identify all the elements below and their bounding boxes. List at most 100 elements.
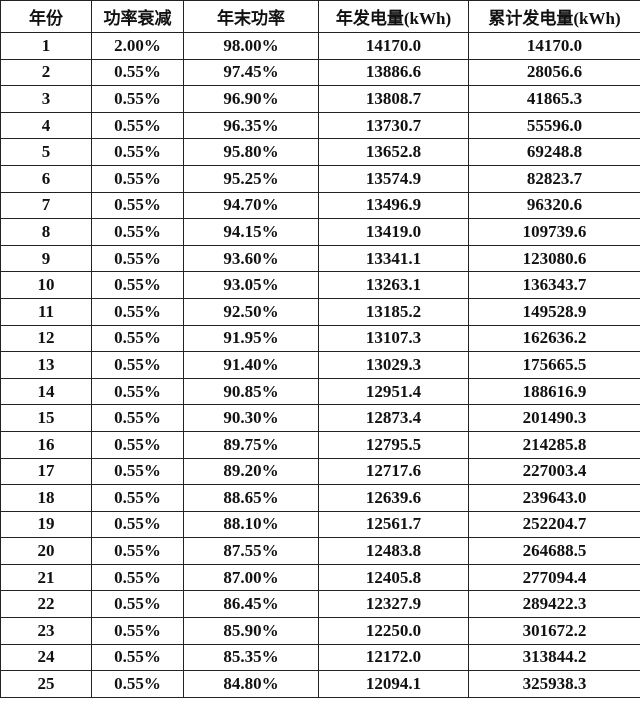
cumulative-generation-cell: 162636.2 xyxy=(468,324,640,353)
annual-generation-cell: 13808.7 xyxy=(318,85,469,113)
power-decay-cell: 0.55% xyxy=(91,404,184,432)
table-row: 3 0.55% 96.90% 13808.7 41865.3 xyxy=(0,85,640,113)
year-cell: 1 xyxy=(0,32,92,60)
year-cell: 12 xyxy=(0,324,92,353)
cumulative-generation-cell: 69248.8 xyxy=(468,138,640,166)
annual-generation-cell: 12873.4 xyxy=(318,404,469,432)
table-row: 17 0.55% 89.20% 12717.6 227003.4 xyxy=(0,457,640,486)
year-end-power-cell: 90.85% xyxy=(183,377,319,406)
annual-generation-cell: 13341.1 xyxy=(318,244,469,273)
year-cell: 18 xyxy=(0,484,92,512)
table-row: 14 0.55% 90.85% 12951.4 188616.9 xyxy=(0,377,640,406)
year-end-power-cell: 89.20% xyxy=(183,457,319,486)
table-row: 25 0.55% 84.80% 12094.1 325938.3 xyxy=(0,670,640,698)
year-cell: 13 xyxy=(0,351,92,379)
header-year-end-power: 年末功率 xyxy=(183,0,319,33)
cumulative-generation-cell: 188616.9 xyxy=(468,377,640,406)
power-decay-cell: 0.55% xyxy=(91,510,184,539)
year-end-power-cell: 91.95% xyxy=(183,324,319,353)
power-decay-cell: 0.55% xyxy=(91,324,184,353)
power-decay-cell: 0.55% xyxy=(91,85,184,113)
year-end-power-cell: 96.90% xyxy=(183,85,319,113)
cumulative-generation-cell: 201490.3 xyxy=(468,404,640,432)
annual-generation-cell: 13263.1 xyxy=(318,271,469,299)
cumulative-generation-cell: 289422.3 xyxy=(468,590,640,619)
power-decay-cell: 0.55% xyxy=(91,191,184,220)
table-row: 21 0.55% 87.00% 12405.8 277094.4 xyxy=(0,563,640,592)
table-row: 22 0.55% 86.45% 12327.9 289422.3 xyxy=(0,590,640,619)
annual-generation-cell: 12639.6 xyxy=(318,484,469,512)
table-row: 5 0.55% 95.80% 13652.8 69248.8 xyxy=(0,138,640,166)
power-decay-cell: 2.00% xyxy=(91,32,184,60)
year-end-power-cell: 85.90% xyxy=(183,617,319,645)
cumulative-generation-cell: 14170.0 xyxy=(468,32,640,60)
year-end-power-cell: 94.70% xyxy=(183,191,319,220)
power-decay-cell: 0.55% xyxy=(91,138,184,166)
cumulative-generation-cell: 239643.0 xyxy=(468,484,640,512)
annual-generation-cell: 13652.8 xyxy=(318,138,469,166)
table-row: 11 0.55% 92.50% 13185.2 149528.9 xyxy=(0,297,640,326)
year-end-power-cell: 84.80% xyxy=(183,670,319,698)
table-row: 2 0.55% 97.45% 13886.6 28056.6 xyxy=(0,58,640,87)
power-decay-cell: 0.55% xyxy=(91,111,184,140)
table-row: 24 0.55% 85.35% 12172.0 313844.2 xyxy=(0,643,640,672)
power-decay-cell: 0.55% xyxy=(91,643,184,672)
table-row: 7 0.55% 94.70% 13496.9 96320.6 xyxy=(0,191,640,220)
table-body: 1 2.00% 98.00% 14170.0 14170.0 2 0.55% 97.45% 13… xyxy=(0,32,640,698)
power-decay-cell: 0.55% xyxy=(91,430,184,459)
power-decay-cell: 0.55% xyxy=(91,218,184,246)
annual-generation-cell: 12250.0 xyxy=(318,617,469,645)
year-cell: 6 xyxy=(0,164,92,193)
table-row: 16 0.55% 89.75% 12795.5 214285.8 xyxy=(0,430,640,459)
power-decay-cell: 0.55% xyxy=(91,351,184,379)
year-end-power-cell: 85.35% xyxy=(183,643,319,672)
cumulative-generation-cell: 41865.3 xyxy=(468,85,640,113)
annual-generation-cell: 13496.9 xyxy=(318,191,469,220)
year-cell: 15 xyxy=(0,404,92,432)
table-row: 6 0.55% 95.25% 13574.9 82823.7 xyxy=(0,164,640,193)
table-row: 19 0.55% 88.10% 12561.7 252204.7 xyxy=(0,510,640,539)
annual-generation-cell: 13185.2 xyxy=(318,297,469,326)
year-cell: 3 xyxy=(0,85,92,113)
table-row: 10 0.55% 93.05% 13263.1 136343.7 xyxy=(0,271,640,299)
year-cell: 17 xyxy=(0,457,92,486)
year-end-power-cell: 95.25% xyxy=(183,164,319,193)
year-cell: 4 xyxy=(0,111,92,140)
power-decay-cell: 0.55% xyxy=(91,590,184,619)
power-decay-cell: 0.55% xyxy=(91,484,184,512)
annual-generation-cell: 13574.9 xyxy=(318,164,469,193)
year-cell: 2 xyxy=(0,58,92,87)
year-cell: 21 xyxy=(0,563,92,592)
year-end-power-cell: 94.15% xyxy=(183,218,319,246)
annual-generation-cell: 12172.0 xyxy=(318,643,469,672)
cumulative-generation-cell: 227003.4 xyxy=(468,457,640,486)
table-row: 12 0.55% 91.95% 13107.3 162636.2 xyxy=(0,324,640,353)
annual-generation-cell: 12717.6 xyxy=(318,457,469,486)
cumulative-generation-cell: 214285.8 xyxy=(468,430,640,459)
table-row: 18 0.55% 88.65% 12639.6 239643.0 xyxy=(0,484,640,512)
year-end-power-cell: 95.80% xyxy=(183,138,319,166)
annual-generation-cell: 12483.8 xyxy=(318,537,469,565)
year-end-power-cell: 93.05% xyxy=(183,271,319,299)
year-cell: 23 xyxy=(0,617,92,645)
cumulative-generation-cell: 325938.3 xyxy=(468,670,640,698)
cumulative-generation-cell: 28056.6 xyxy=(468,58,640,87)
table-row: 4 0.55% 96.35% 13730.7 55596.0 xyxy=(0,111,640,140)
table-row: 1 2.00% 98.00% 14170.0 14170.0 xyxy=(0,32,640,60)
table-row: 23 0.55% 85.90% 12250.0 301672.2 xyxy=(0,617,640,645)
power-decay-cell: 0.55% xyxy=(91,617,184,645)
header-row: 年份 功率衰减 年末功率 年发电量(kWh) 累计发电量(kWh) xyxy=(0,0,640,33)
power-decay-cell: 0.55% xyxy=(91,271,184,299)
annual-generation-cell: 13419.0 xyxy=(318,218,469,246)
year-end-power-cell: 98.00% xyxy=(183,32,319,60)
annual-generation-cell: 13107.3 xyxy=(318,324,469,353)
table-row: 13 0.55% 91.40% 13029.3 175665.5 xyxy=(0,351,640,379)
cumulative-generation-cell: 136343.7 xyxy=(468,271,640,299)
annual-generation-cell: 12327.9 xyxy=(318,590,469,619)
year-end-power-cell: 86.45% xyxy=(183,590,319,619)
annual-generation-cell: 12795.5 xyxy=(318,430,469,459)
cumulative-generation-cell: 313844.2 xyxy=(468,643,640,672)
table-row: 20 0.55% 87.55% 12483.8 264688.5 xyxy=(0,537,640,565)
annual-generation-cell: 14170.0 xyxy=(318,32,469,60)
